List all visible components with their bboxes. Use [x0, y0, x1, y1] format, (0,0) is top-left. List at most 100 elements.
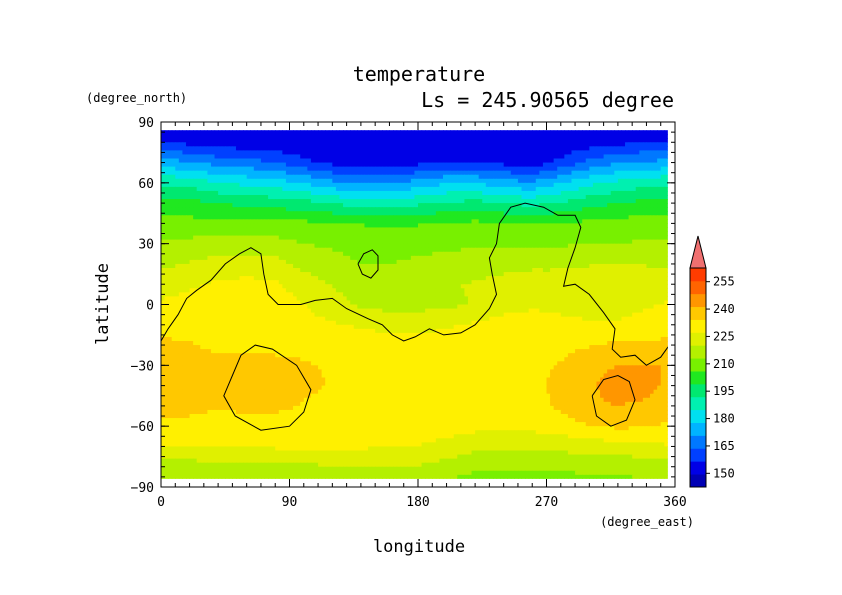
heatmap-cell — [389, 146, 394, 151]
heatmap-cell — [210, 223, 216, 229]
heatmap-cell — [628, 263, 633, 269]
heatmap-cell — [657, 223, 662, 229]
heatmap-cell — [353, 166, 358, 172]
heatmap-cell — [464, 190, 469, 196]
heatmap-cell — [496, 211, 501, 216]
heatmap-cell — [339, 190, 344, 196]
heatmap-cell — [289, 195, 294, 200]
heatmap-cell — [550, 255, 555, 261]
heatmap-cell — [418, 130, 423, 135]
heatmap-cell — [657, 174, 662, 180]
heatmap-cell — [178, 178, 184, 184]
heatmap-cell — [178, 255, 184, 261]
heatmap-cell — [400, 150, 405, 156]
heatmap-cell — [621, 235, 626, 241]
heatmap-cell — [225, 134, 230, 139]
heatmap-cell — [557, 259, 562, 265]
heatmap-cell — [403, 199, 408, 204]
heatmap-cell — [507, 247, 512, 253]
heatmap-cell — [285, 182, 291, 188]
heatmap-cell — [614, 231, 619, 237]
heatmap-cell — [542, 190, 548, 196]
heatmap-cell — [403, 138, 408, 143]
heatmap-cell — [171, 259, 176, 265]
heatmap-cell — [521, 235, 526, 241]
heatmap-cell — [575, 223, 580, 229]
heatmap-cell — [328, 255, 333, 261]
heatmap-cell — [439, 178, 444, 184]
heatmap-cell — [250, 170, 255, 176]
heatmap-cell — [321, 195, 326, 200]
heatmap-cell — [293, 182, 298, 188]
heatmap-cell — [542, 255, 548, 261]
heatmap-cell — [585, 150, 590, 156]
heatmap-cell — [360, 239, 366, 245]
heatmap-cell — [293, 178, 298, 184]
heatmap-cell — [446, 215, 451, 220]
heatmap-cell — [364, 195, 369, 200]
heatmap-cell — [221, 255, 226, 261]
heatmap-cell — [621, 199, 626, 204]
heatmap-cell — [467, 268, 473, 273]
heatmap-cell — [310, 146, 316, 151]
heatmap-cell — [425, 247, 430, 253]
heatmap-cell — [632, 239, 637, 245]
heatmap-cell — [514, 227, 519, 233]
heatmap-cell — [375, 162, 380, 168]
heatmap-cell — [182, 130, 187, 135]
heatmap-cell — [357, 182, 362, 188]
heatmap-cell — [535, 215, 540, 220]
heatmap-cell — [464, 268, 469, 273]
heatmap-cell — [421, 215, 426, 220]
heatmap-cell — [657, 247, 662, 253]
heatmap-cell — [482, 247, 487, 253]
heatmap-cell — [450, 195, 455, 200]
heatmap-cell — [450, 259, 455, 265]
heatmap-cell — [182, 190, 187, 196]
heatmap-cell — [414, 251, 419, 257]
heatmap-cell — [385, 158, 391, 164]
heatmap-cell — [600, 182, 605, 188]
heatmap-cell — [285, 235, 291, 241]
heatmap-cell — [418, 166, 423, 172]
heatmap-cell — [500, 154, 505, 160]
heatmap-cell — [507, 130, 512, 135]
heatmap-cell — [360, 211, 366, 216]
heatmap-cell — [364, 130, 369, 135]
heatmap-cell — [182, 170, 187, 176]
heatmap-cell — [250, 195, 255, 200]
heatmap-cell — [282, 186, 287, 192]
heatmap-cell — [410, 199, 416, 204]
heatmap-cell — [182, 251, 187, 257]
heatmap-cell — [400, 174, 405, 180]
heatmap-cell — [182, 223, 187, 229]
heatmap-cell — [171, 195, 176, 200]
heatmap-cell — [450, 207, 455, 212]
heatmap-cell — [457, 190, 462, 196]
heatmap-cell — [264, 227, 269, 233]
heatmap-cell — [435, 170, 441, 176]
heatmap-cell — [303, 182, 308, 188]
heatmap-cell — [253, 231, 258, 237]
heatmap-cell — [564, 158, 569, 164]
heatmap-cell — [346, 174, 351, 180]
heatmap-cell — [532, 219, 537, 224]
heatmap-cell — [203, 251, 208, 257]
heatmap-cell — [185, 150, 191, 156]
heatmap-cell — [453, 170, 458, 176]
heatmap-cell — [614, 146, 619, 151]
heatmap-cell — [175, 134, 180, 139]
heatmap-cell — [439, 170, 444, 176]
heatmap-cell — [321, 199, 326, 204]
heatmap-cell — [639, 170, 644, 176]
heatmap-cell — [193, 255, 198, 261]
heatmap-cell — [639, 138, 644, 143]
heatmap-cell — [485, 162, 490, 168]
heatmap-cell — [243, 268, 248, 273]
heatmap-cell — [603, 178, 608, 184]
heatmap-cell — [664, 268, 668, 273]
heatmap-cell — [535, 268, 540, 273]
heatmap-cell — [235, 150, 241, 156]
heatmap-cell — [635, 182, 640, 188]
heatmap-cell — [200, 219, 205, 224]
